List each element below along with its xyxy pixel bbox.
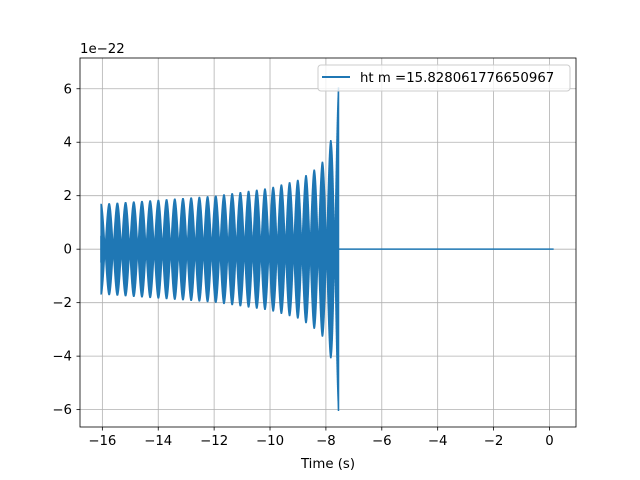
axes: −16 −14 −12 −10 −8 −6 −4 −2 0 −6 −4 −2 0 2 4 6 bbox=[52, 57, 577, 449]
legend-label: ht m =15.828061776650967 bbox=[360, 71, 554, 86]
y-tick-label: −2 bbox=[52, 296, 72, 311]
x-tick-label: −8 bbox=[316, 434, 336, 449]
y-tick-label: 0 bbox=[64, 243, 72, 258]
axes-frame bbox=[79, 57, 577, 428]
x-tick-label: −14 bbox=[144, 434, 172, 449]
x-tick-label: −6 bbox=[372, 434, 392, 449]
plot-data bbox=[100, 87, 554, 411]
x-tick-label: −12 bbox=[200, 434, 228, 449]
x-tick-label: −16 bbox=[88, 434, 116, 449]
y-tick-label: 2 bbox=[64, 189, 72, 204]
x-tick-label: −2 bbox=[484, 434, 504, 449]
x-tick-label: −10 bbox=[256, 434, 284, 449]
legend: ht m =15.828061776650967 bbox=[317, 64, 571, 92]
chirp-waveform-path bbox=[100, 88, 340, 411]
y-offset-label: 1e−22 bbox=[80, 42, 125, 57]
x-tick-label: 0 bbox=[545, 434, 553, 449]
x-tick-label: −4 bbox=[428, 434, 448, 449]
y-tick-label: −4 bbox=[52, 350, 72, 365]
y-tick-label: 6 bbox=[64, 82, 72, 97]
y-tick-label: −6 bbox=[52, 403, 72, 418]
x-axis-label: Time (s) bbox=[300, 457, 355, 472]
y-tick-label: 4 bbox=[64, 136, 72, 151]
legend-box bbox=[317, 64, 571, 92]
